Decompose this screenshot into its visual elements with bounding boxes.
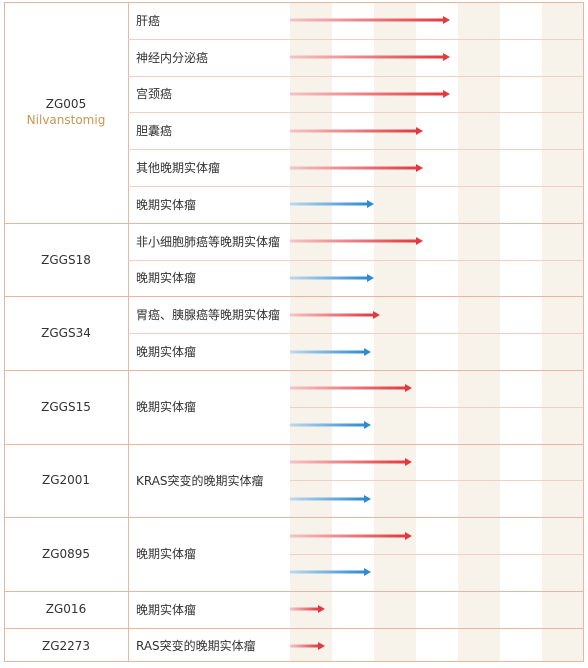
row-divider <box>128 149 584 151</box>
indication-label: 胆囊癌 <box>136 124 173 139</box>
drug-code: ZG2001 <box>41 473 91 488</box>
group-divider <box>4 296 584 298</box>
progress-arrow-red <box>290 382 414 394</box>
sub-row-divider <box>290 554 584 555</box>
row-divider <box>128 333 584 335</box>
progress-arrow-red <box>290 456 414 468</box>
progress-arrow-blue <box>290 419 373 431</box>
group-divider <box>4 222 584 224</box>
progress-arrow-blue <box>290 346 373 358</box>
group-divider <box>4 370 584 371</box>
progress-arrow-red <box>290 51 452 63</box>
progress-arrow-blue <box>290 493 373 505</box>
row-divider <box>128 38 584 40</box>
drug-code: ZGGS18 <box>41 252 91 267</box>
group-divider <box>4 627 584 629</box>
indication-label: 晚期实体瘤 <box>136 547 197 562</box>
indication-label: 晚期实体瘤 <box>136 197 197 212</box>
progress-arrow-red <box>290 88 452 100</box>
stage-column-stripe <box>458 2 500 662</box>
drug-cell: ZG2273 <box>4 628 128 665</box>
stage-column-stripe <box>290 2 332 662</box>
drug-cell: ZG2001 <box>4 444 128 518</box>
drug-name: Nilvanstomig <box>26 113 106 128</box>
progress-arrow-red <box>290 235 425 247</box>
drug-code: ZG0895 <box>41 546 91 561</box>
progress-arrow-red <box>290 309 382 321</box>
indication-label: 其他晚期实体瘤 <box>136 161 221 176</box>
progress-arrow-red <box>290 603 327 615</box>
progress-arrow-red <box>290 640 327 652</box>
drug-code: ZG2273 <box>41 638 91 653</box>
drug-code: ZG016 <box>45 602 87 617</box>
group-divider <box>4 590 584 592</box>
drug-cell: ZGGS34 <box>4 296 128 370</box>
progress-arrow-blue <box>290 272 376 284</box>
drug-cell: ZG016 <box>4 591 128 628</box>
indication-label: 非小细胞肺癌等晚期实体瘤 <box>136 234 281 249</box>
indication-label: 晚期实体瘤 <box>136 271 197 286</box>
row-divider <box>128 259 584 261</box>
drug-cell: ZG0895 <box>4 517 128 591</box>
row-divider <box>128 75 584 77</box>
column-divider <box>128 2 129 662</box>
group-divider <box>4 443 584 445</box>
indication-label: 晚期实体瘤 <box>136 400 197 415</box>
progress-arrow-red <box>290 14 452 26</box>
row-divider <box>128 112 584 114</box>
sub-row-divider <box>290 406 584 408</box>
progress-arrow-red <box>290 162 425 174</box>
progress-arrow-red <box>290 530 414 542</box>
group-divider <box>4 517 584 519</box>
stage-column-stripe <box>374 2 416 662</box>
indication-label: KRAS突变的晚期实体瘤 <box>136 473 264 488</box>
indication-label: 晚期实体瘤 <box>136 602 197 617</box>
drug-cell: ZGGS18 <box>4 223 128 297</box>
indication-label: 晚期实体瘤 <box>136 345 197 360</box>
stage-column-stripe <box>542 2 584 662</box>
progress-arrow-blue <box>290 566 373 578</box>
drug-code: ZGGS34 <box>41 326 91 341</box>
table-frame <box>4 2 584 662</box>
indication-label: RAS突变的晚期实体瘤 <box>136 639 256 654</box>
drug-code: ZGGS15 <box>41 399 91 414</box>
progress-arrow-blue <box>290 198 376 210</box>
row-divider <box>128 186 584 187</box>
drug-code: ZG005 <box>45 97 87 112</box>
drug-cell: ZG005 Nilvanstomig <box>4 2 128 223</box>
indication-label: 肝癌 <box>136 13 161 28</box>
indication-label: 神经内分泌癌 <box>136 50 209 65</box>
sub-row-divider <box>290 480 584 482</box>
progress-arrow-red <box>290 125 425 137</box>
indication-label: 宫颈癌 <box>136 87 173 102</box>
indication-label: 胃癌、胰腺癌等晚期实体瘤 <box>136 308 281 323</box>
drug-cell: ZGGS15 <box>4 370 128 444</box>
